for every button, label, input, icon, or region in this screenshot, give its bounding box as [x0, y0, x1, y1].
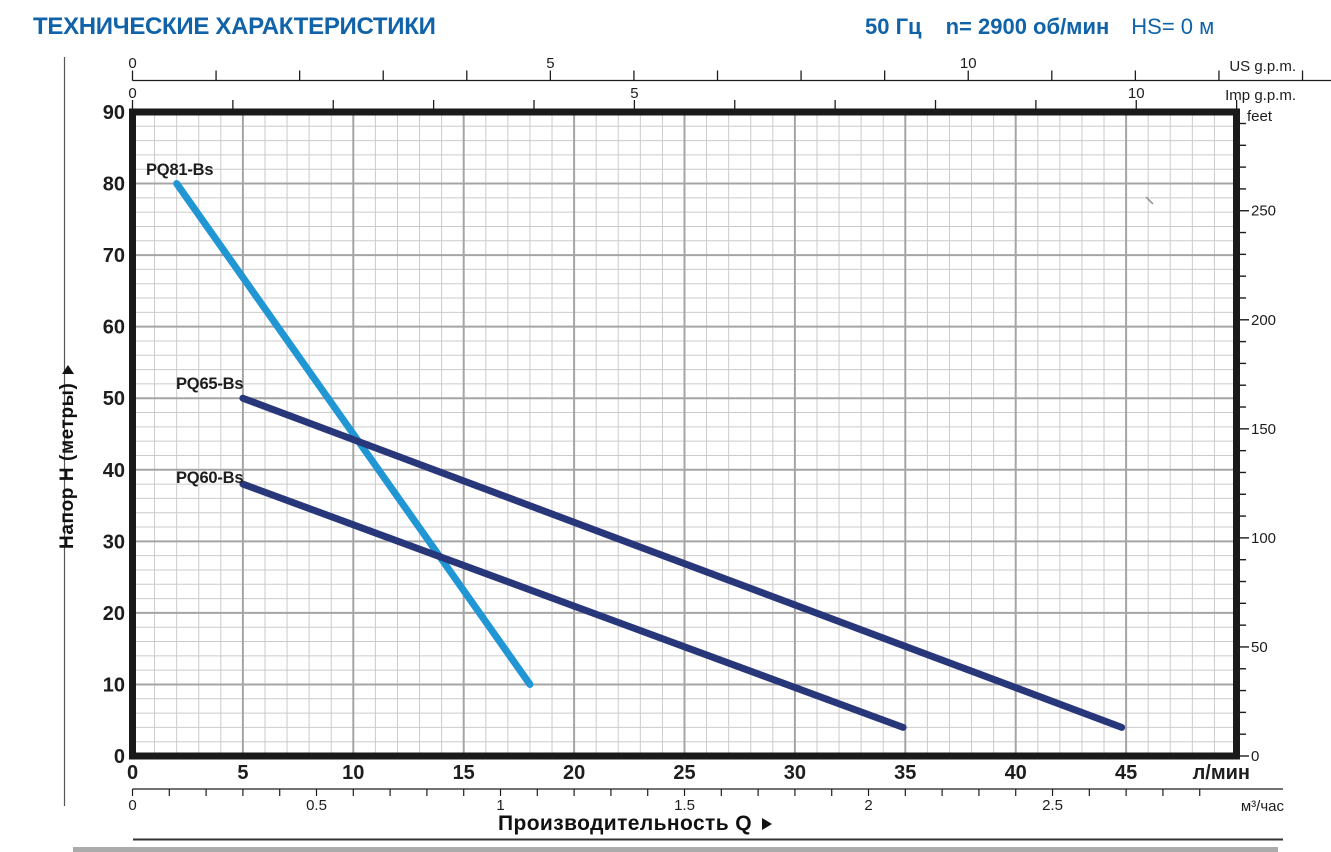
m3h-tick-label: 2.5: [1042, 797, 1063, 814]
page-title: ТЕХНИЧЕСКИЕ ХАРАКТЕРИСТИКИ: [33, 13, 436, 40]
us-gpm-tick-label: 5: [546, 55, 554, 72]
lmin-tick-label: 30: [784, 762, 806, 784]
right-arrow-icon: [762, 818, 772, 830]
lmin-axis-label: л/мин: [1193, 762, 1250, 784]
lmin-tick-label: 25: [673, 762, 695, 784]
meters-tick-label: 90: [103, 102, 125, 124]
up-arrow-icon: [62, 364, 74, 374]
feet-tick-label: 150: [1251, 421, 1276, 438]
m3h-tick-label: 0: [128, 797, 136, 814]
feet-tick-label: 200: [1251, 312, 1276, 329]
lmin-tick-label: 15: [453, 762, 475, 784]
curve-label: PQ60-Bs: [176, 469, 243, 487]
m3h-tick-label: 2: [864, 797, 872, 814]
curve-label: PQ81-Bs: [146, 161, 213, 179]
meters-tick-label: 50: [103, 388, 125, 410]
us-gpm-axis-label: US g.p.m.: [1229, 58, 1296, 75]
meters-tick-label: 0: [114, 746, 125, 768]
lmin-tick-label: 10: [342, 762, 364, 784]
imp-gpm-axis-label: Imp g.p.m.: [1225, 87, 1296, 104]
lmin-tick-label: 40: [1005, 762, 1027, 784]
x-axis-title-text: Производительность Q: [497, 812, 752, 835]
x-axis-title: Производительность Q: [380, 812, 890, 836]
feet-tick-label: 50: [1251, 639, 1268, 656]
feet-axis-label: feet: [1247, 108, 1273, 125]
page-edge-shadow: [73, 847, 1278, 852]
feet-tick-label: 250: [1251, 203, 1276, 220]
imp-gpm-tick-label: 0: [128, 85, 136, 102]
spec-header: 50 Гц n= 2900 об/мин HS= 0 м: [865, 14, 1214, 40]
y-axis-title: Напор H (метры): [57, 364, 79, 549]
imp-gpm-tick-label: 5: [630, 85, 638, 102]
curve-PQ81-Bs: [173, 180, 534, 688]
meters-tick-label: 10: [103, 674, 125, 696]
meters-tick-label: 30: [103, 531, 125, 553]
meters-tick-label: 40: [103, 460, 125, 482]
lmin-tick-label: 20: [563, 762, 585, 784]
curve-PQ60-Bs: [239, 480, 907, 731]
frequency-label: 50 Гц: [865, 14, 922, 39]
feet-tick-label: 0: [1251, 748, 1259, 765]
curve-label: PQ65-Bs: [176, 375, 243, 393]
meters-tick-label: 20: [103, 603, 125, 625]
lmin-tick-label: 45: [1115, 762, 1137, 784]
lmin-tick-label: 0: [127, 762, 138, 784]
meters-tick-label: 70: [103, 245, 125, 267]
m3h-tick-label: 0.5: [306, 797, 327, 814]
meters-tick-label: 60: [103, 317, 125, 339]
m3h-tick-label: 1.5: [674, 797, 695, 814]
m3h-tick-label: 1: [496, 797, 504, 814]
feet-tick-label: 100: [1251, 530, 1276, 547]
stray-mark: [1145, 196, 1154, 205]
suction-head-label: HS= 0 м: [1131, 14, 1215, 39]
imp-gpm-tick-label: 10: [1128, 85, 1145, 102]
lmin-tick-label: 5: [237, 762, 248, 784]
us-gpm-tick-label: 0: [128, 55, 136, 72]
speed-label: n= 2900 об/мин: [945, 14, 1110, 39]
m3h-axis-label: м³/час: [1241, 798, 1285, 815]
us-gpm-tick-label: 10: [960, 55, 977, 72]
curve-PQ65-Bs: [239, 394, 1126, 731]
y-axis-title-text: Напор H (метры): [57, 382, 78, 549]
meters-tick-label: 80: [103, 174, 125, 196]
plot-border: [129, 108, 1240, 760]
lmin-tick-label: 35: [894, 762, 916, 784]
